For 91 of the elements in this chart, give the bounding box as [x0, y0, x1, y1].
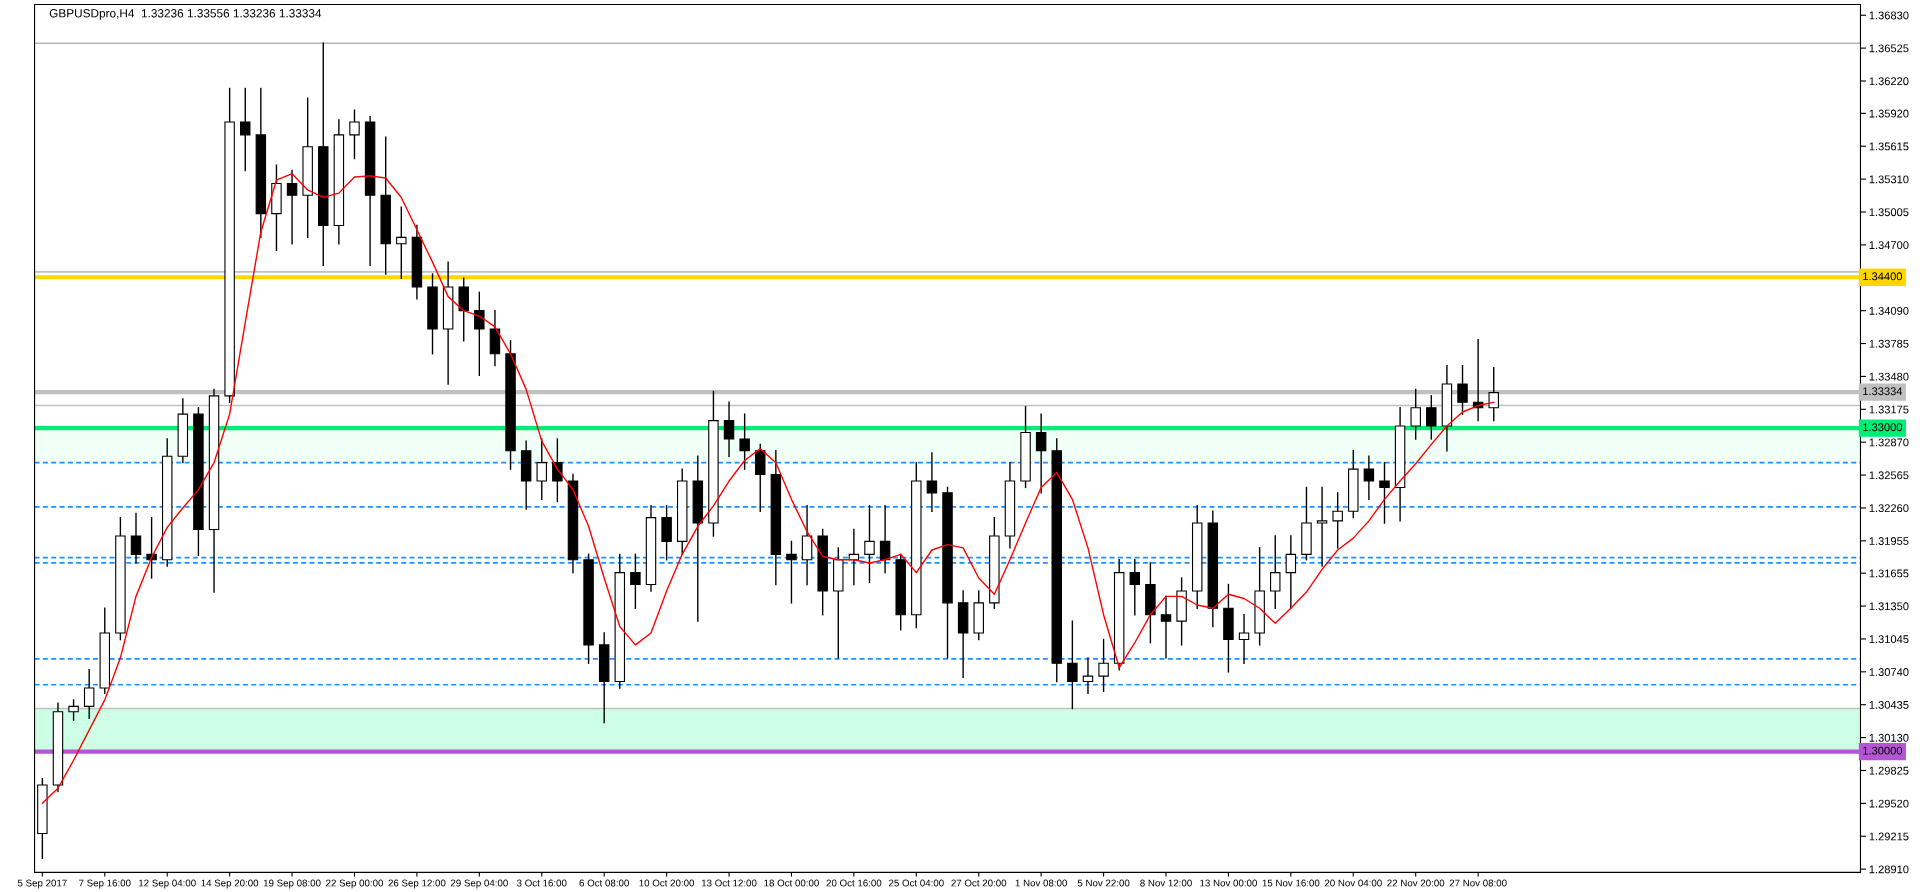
x-tick-label: 13 Oct 12:00	[701, 879, 757, 887]
x-tick-label: 5 Sep 2017	[17, 879, 67, 889]
x-tick-label: 10 Oct 20:00	[639, 879, 695, 887]
candlestick	[1488, 367, 1499, 422]
candlestick	[661, 505, 672, 561]
y-tick-label: 1.35920	[1869, 109, 1909, 118]
ref-line-label: 1.33000	[1863, 423, 1903, 432]
candlestick	[1363, 455, 1375, 501]
x-tick-label: 22 Sep 00:00	[326, 879, 384, 889]
x-tick-label: 26 Sep 12:00	[388, 879, 446, 889]
x-tick-label: 18 Oct 00:00	[764, 879, 819, 887]
candlestick	[349, 109, 360, 160]
x-tick-label: 13 Nov 00:00	[1200, 879, 1257, 887]
candlestick	[723, 401, 735, 457]
y-tick-label: 1.34700	[1869, 241, 1909, 250]
candlestick	[1410, 388, 1421, 440]
y-tick-label: 1.34090	[1869, 306, 1909, 315]
candlestick	[630, 553, 641, 609]
candlestick	[801, 505, 813, 586]
candlestick	[739, 413, 750, 470]
x-tick-label: 15 Nov 16:00	[1262, 879, 1320, 887]
y-tick-label: 1.33480	[1869, 372, 1909, 381]
candlestick	[1238, 614, 1250, 664]
y-tick-label: 1.30740	[1869, 668, 1909, 676]
x-tick-label: 1 Nov 08:00	[1015, 879, 1067, 887]
x-tick-label: 27 Oct 20:00	[951, 879, 1007, 887]
candlestick	[1426, 395, 1437, 440]
candlestick	[926, 452, 938, 512]
candlestick	[1332, 492, 1343, 549]
x-tick-label: 12 Sep 04:00	[139, 879, 196, 889]
y-tick-label: 1.31350	[1869, 602, 1909, 611]
candlestick	[240, 87, 251, 172]
candlestick	[786, 540, 797, 604]
ref-line-label: 1.33334	[1863, 387, 1903, 396]
y-tick-label: 1.31955	[1869, 537, 1909, 545]
x-tick-label: 19 Sep 08:00	[263, 879, 321, 889]
candlestick	[68, 699, 79, 722]
y-tick-label: 1.31045	[1869, 635, 1909, 644]
x-tick-label: 5 Nov 22:00	[1077, 879, 1130, 887]
candlestick	[1457, 364, 1468, 415]
candlestick	[1285, 535, 1297, 609]
ref-line-label: 1.34400	[1863, 272, 1903, 281]
x-tick-label: 29 Sep 04:00	[450, 879, 508, 889]
candlestick	[1129, 559, 1141, 616]
y-tick-label: 1.36220	[1869, 77, 1909, 86]
y-tick-label: 1.32260	[1869, 504, 1909, 513]
x-tick-label: 25 Oct 04:00	[888, 879, 944, 887]
y-tick-label: 1.33785	[1869, 339, 1909, 348]
x-tick-label: 6 Oct 08:00	[579, 879, 629, 887]
x-tick-label: 20 Nov 04:00	[1324, 879, 1382, 887]
y-tick-label: 1.32565	[1869, 471, 1909, 480]
y-tick-label: 1.30435	[1869, 700, 1909, 709]
candlestick	[1082, 657, 1094, 695]
candlestick	[1067, 620, 1078, 710]
candlestick	[755, 443, 766, 512]
y-tick-label: 1.36525	[1869, 44, 1909, 53]
y-tick-label: 1.33175	[1869, 405, 1909, 414]
candlestick	[286, 169, 298, 245]
y-tick-label: 1.29825	[1869, 766, 1909, 775]
y-tick-label: 1.35005	[1869, 208, 1909, 217]
ref-line-label: 1.30000	[1863, 746, 1903, 755]
candlestick	[474, 291, 485, 377]
candlestick	[1160, 595, 1172, 659]
x-tick-label: 3 Oct 16:00	[517, 879, 567, 887]
y-tick-label: 1.30130	[1869, 733, 1909, 742]
candlestick	[864, 505, 875, 584]
candlestick	[1270, 535, 1281, 609]
y-tick-label: 1.32870	[1869, 438, 1909, 447]
candlestick	[1098, 638, 1109, 692]
candlestick	[552, 438, 563, 503]
x-tick-label: 20 Oct 16:00	[826, 879, 882, 887]
y-tick-label: 1.28910	[1869, 865, 1909, 874]
y-tick-label: 1.29215	[1869, 832, 1909, 841]
x-tick-label: 7 Sep 16:00	[79, 879, 131, 889]
candlestick	[458, 277, 469, 342]
candlestick	[130, 512, 142, 564]
y-tick-label: 1.35310	[1869, 175, 1909, 184]
y-tick-label: 1.36830	[1869, 11, 1909, 20]
x-tick-label: 8 Nov 12:00	[1140, 879, 1192, 887]
candlestick	[1379, 461, 1390, 524]
y-tick-label: 1.31655	[1869, 569, 1909, 578]
x-tick-label: 14 Sep 20:00	[201, 879, 259, 889]
chart-title: GBPUSDpro,H4 1.33236 1.33556 1.33236 1.33334	[49, 9, 322, 20]
candlestick	[83, 668, 95, 719]
y-tick-label: 1.29520	[1869, 799, 1909, 808]
candlestick	[1035, 413, 1047, 494]
candlestick	[1316, 486, 1328, 567]
y-tick-label: 1.35615	[1869, 142, 1909, 151]
x-tick-label: 22 Nov 20:00	[1387, 879, 1445, 887]
x-tick-label: 27 Nov 08:00	[1449, 879, 1507, 887]
candlestick	[396, 206, 407, 280]
